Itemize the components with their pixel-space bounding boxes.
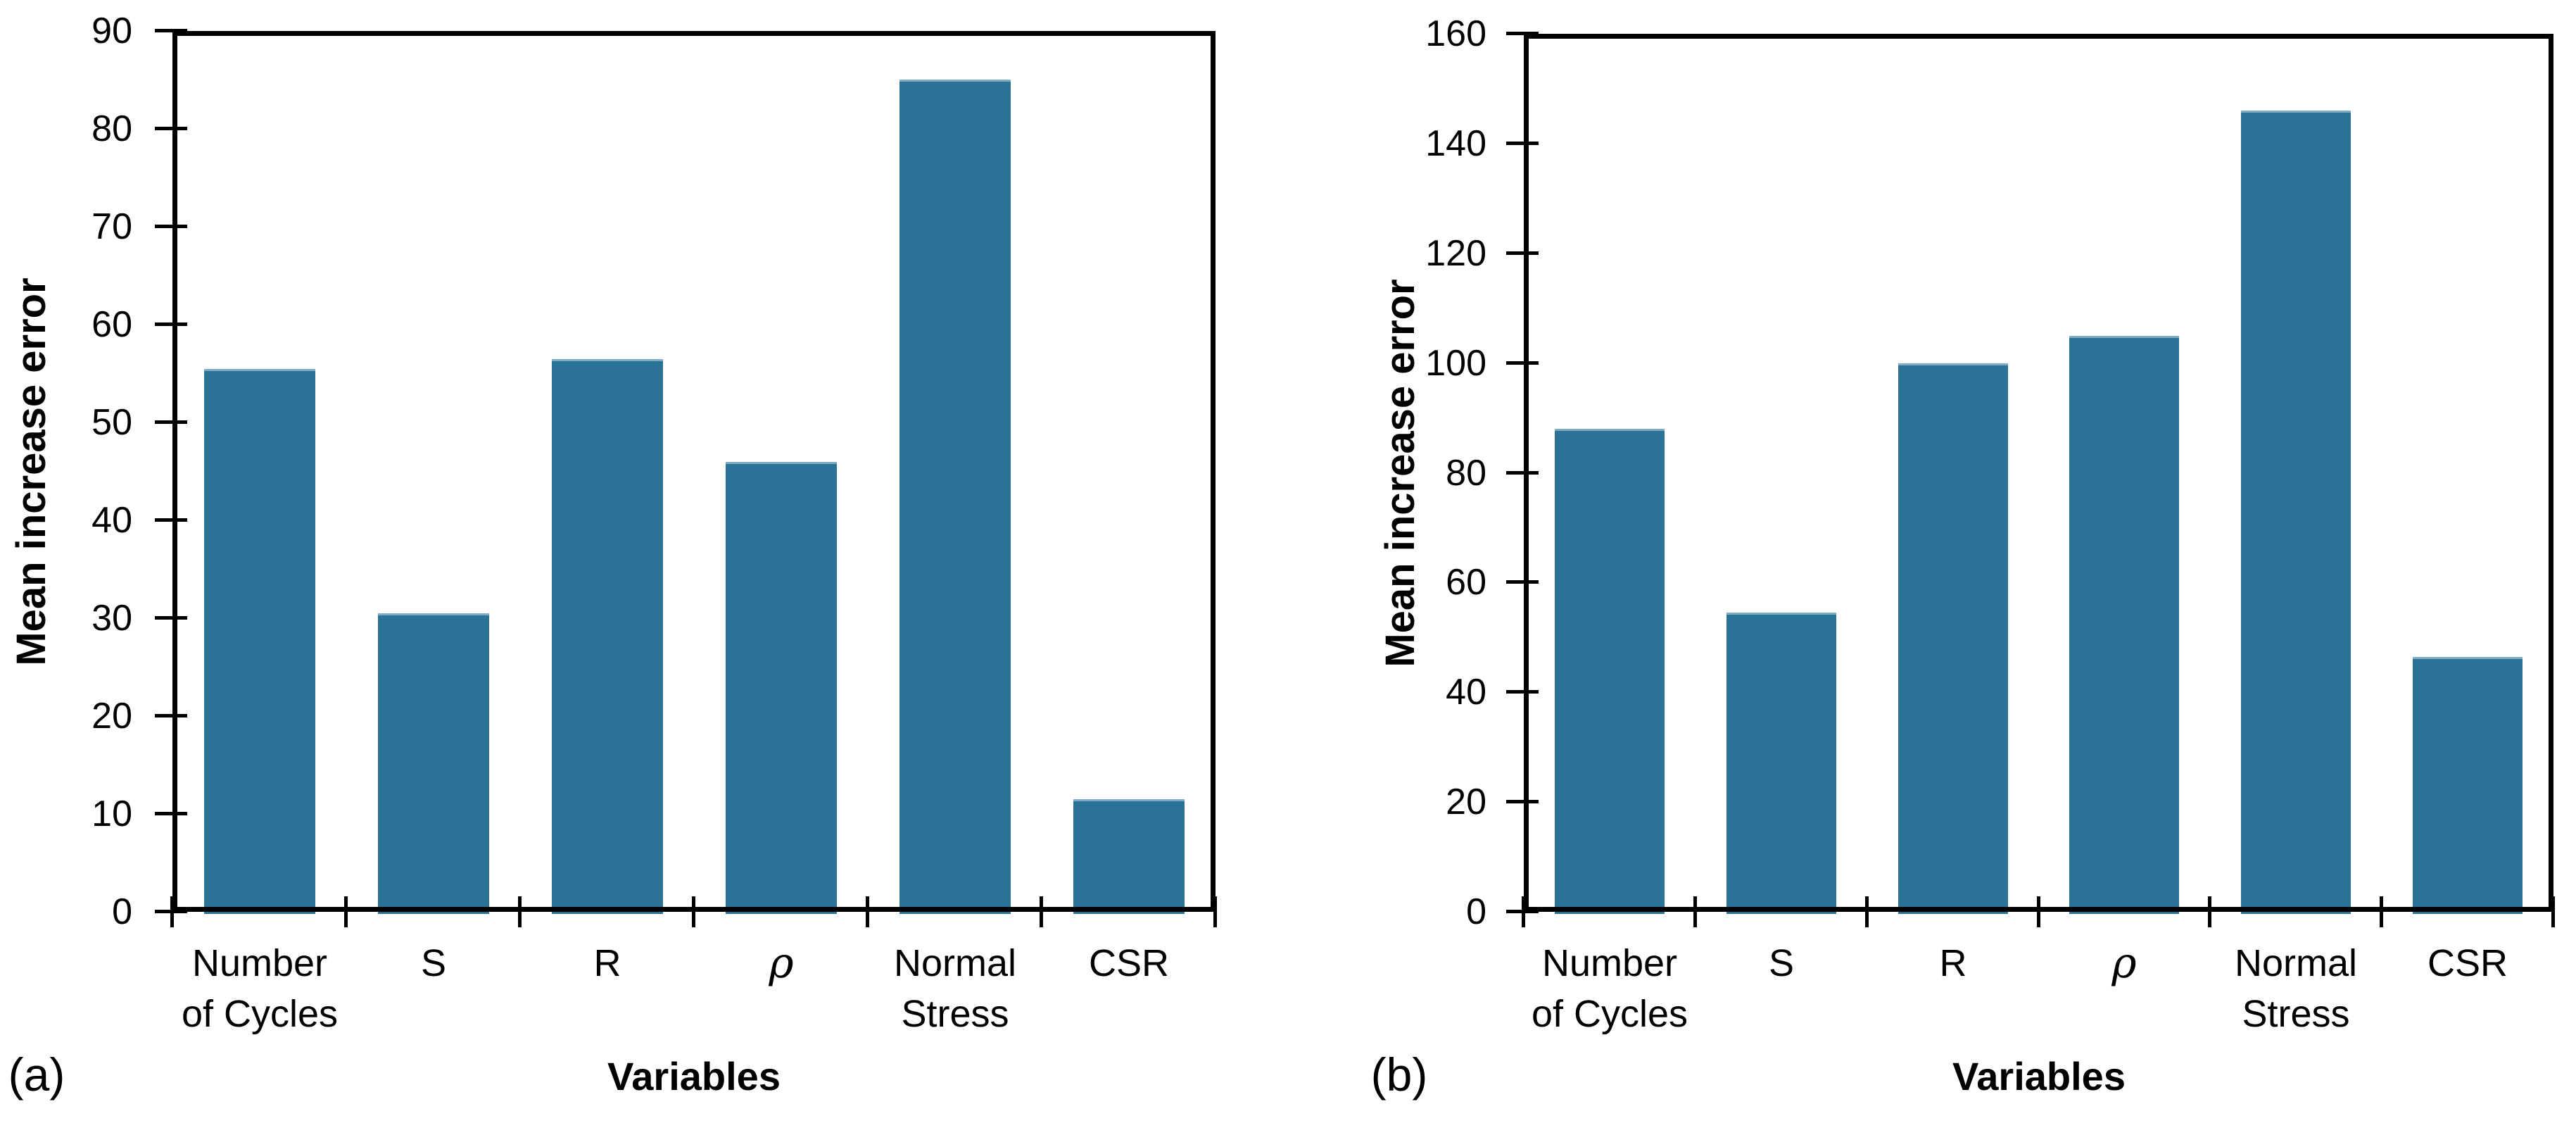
bar-r (552, 359, 663, 914)
y-tick-label: 160 (1425, 13, 1486, 54)
y-tick-label: 10 (91, 794, 132, 834)
y-tick-label: 140 (1425, 123, 1486, 164)
bar-number-of-cycles (1555, 429, 1665, 914)
y-axis-tick (155, 420, 187, 424)
category-label-r: R (593, 942, 621, 984)
y-tick-label: 100 (1425, 343, 1486, 384)
category-label-csr: CSR (2427, 942, 2508, 984)
category-label-csr: CSR (1088, 942, 1169, 984)
y-tick-label: 0 (1466, 891, 1486, 932)
x-axis-tick (1040, 896, 1043, 927)
y-tick-label: 90 (91, 11, 132, 51)
bar-normal-stress (2241, 111, 2351, 914)
category-label-number-of-cycles: Number of Cycles (1531, 942, 1688, 1035)
y-tick-label: 80 (1446, 453, 1486, 494)
y-axis-tick (155, 616, 187, 620)
category-label-number-of-cycles: Number of Cycles (181, 942, 339, 1035)
y-axis-tick (1506, 800, 1539, 803)
y-axis-tick (1506, 361, 1539, 365)
category-label-rho: ρ (769, 939, 794, 988)
y-tick-label: 80 (91, 108, 132, 149)
y-axis-title: Mean increase error (1377, 279, 1423, 668)
y-tick-label: 0 (112, 891, 132, 932)
y-axis-tick (155, 812, 187, 815)
y-tick-label: 20 (1446, 782, 1486, 822)
x-axis-tick (1865, 896, 1869, 927)
bar-r (1898, 363, 2008, 914)
x-axis-title: Variables (607, 1054, 781, 1098)
x-axis-tick (2037, 896, 2040, 927)
bar-rho (2069, 336, 2179, 914)
y-axis-tick (155, 322, 187, 326)
bar-s (378, 613, 489, 914)
x-axis-title: Variables (1952, 1054, 2126, 1098)
category-label-s: S (420, 942, 447, 984)
x-axis-tick (344, 896, 348, 927)
x-axis-tick (866, 896, 869, 927)
category-label-normal-stress: Normal Stress (893, 942, 1017, 1035)
y-axis-title: Mean increase error (8, 277, 54, 666)
y-axis-tick (1506, 251, 1539, 255)
bar-s (1726, 613, 1836, 914)
y-tick-label: 40 (1446, 672, 1486, 713)
panel-label-a: (a) (8, 1048, 65, 1101)
x-axis-tick (1213, 896, 1217, 927)
y-axis-tick (155, 29, 187, 32)
panel-label-b: (b) (1370, 1048, 1428, 1101)
y-axis-tick (155, 127, 187, 130)
bar-number-of-cycles (204, 369, 315, 914)
x-axis-tick (2208, 896, 2211, 927)
y-tick-label: 50 (91, 402, 132, 443)
plot-area-b (1524, 34, 2553, 912)
y-axis-tick (155, 225, 187, 228)
y-axis-tick (1506, 142, 1539, 145)
bar-rho (726, 462, 837, 914)
x-axis-tick (2551, 896, 2555, 927)
y-axis-tick (1506, 471, 1539, 475)
category-label-rho: ρ (2111, 939, 2137, 988)
category-label-r: R (1939, 942, 1967, 984)
y-tick-label: 60 (91, 304, 132, 345)
x-axis-tick (692, 896, 695, 927)
bar-csr (2413, 657, 2523, 914)
y-axis-tick (155, 714, 187, 717)
y-axis-tick (155, 518, 187, 522)
plot-area-a (172, 31, 1216, 912)
x-axis-tick (1522, 896, 1525, 927)
y-tick-label: 30 (91, 598, 132, 639)
y-tick-label: 120 (1425, 233, 1486, 274)
y-axis-tick (1506, 690, 1539, 694)
y-tick-label: 60 (1446, 562, 1486, 603)
x-axis-tick (1693, 896, 1697, 927)
category-label-normal-stress: Normal Stress (2234, 942, 2358, 1035)
category-label-s: S (1768, 942, 1795, 984)
x-axis-tick (170, 896, 174, 927)
y-axis-tick (1506, 32, 1539, 35)
x-axis-tick (518, 896, 522, 927)
y-axis-tick (1506, 580, 1539, 584)
y-tick-label: 20 (91, 696, 132, 737)
x-axis-tick (2380, 896, 2383, 927)
y-tick-label: 40 (91, 500, 132, 541)
bar-normal-stress (899, 80, 1011, 914)
bar-csr (1073, 799, 1185, 914)
y-tick-label: 70 (91, 206, 132, 247)
